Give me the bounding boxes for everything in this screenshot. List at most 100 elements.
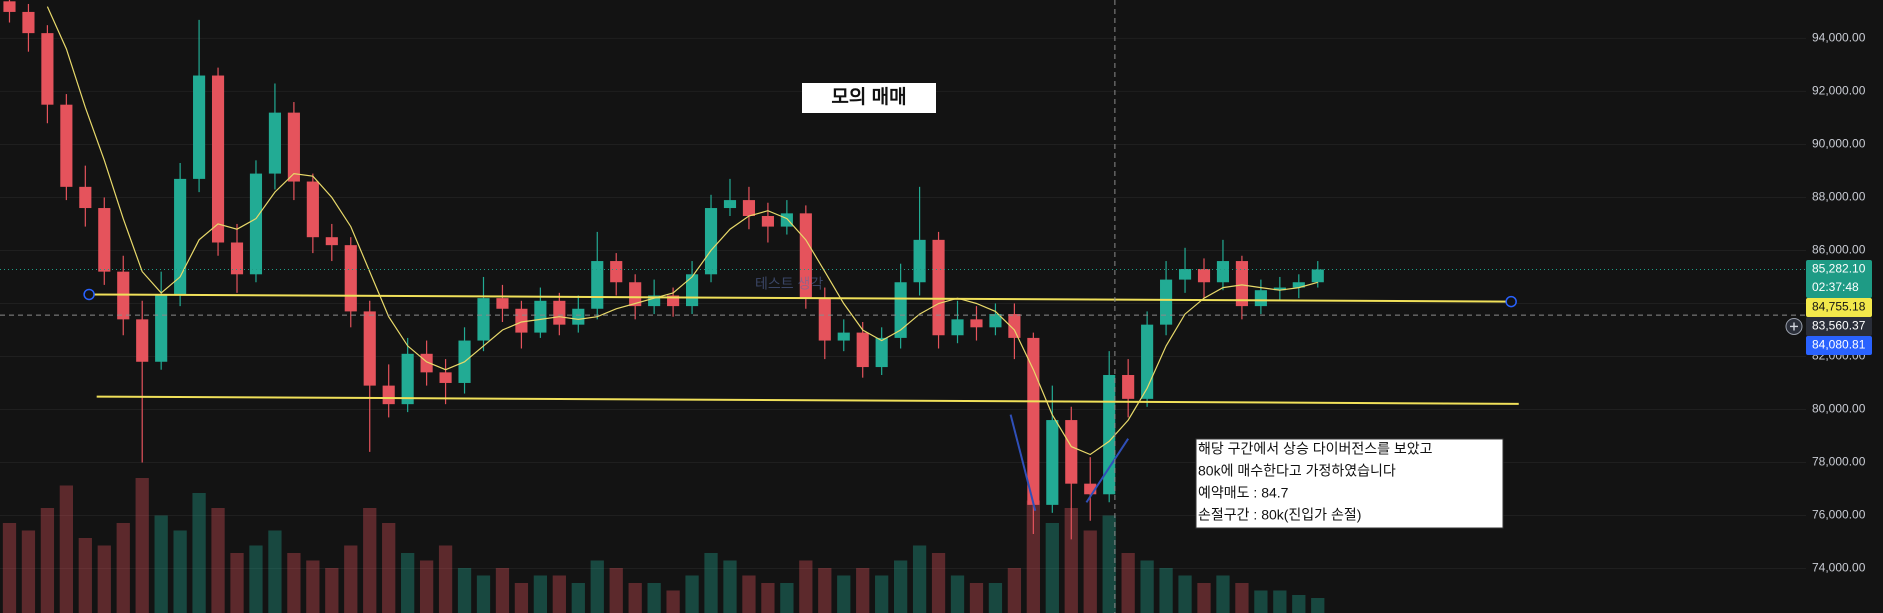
volume-bar xyxy=(135,478,149,613)
volume-bar xyxy=(97,545,111,613)
volume-bar xyxy=(704,553,718,613)
candle-body xyxy=(1311,269,1324,283)
candle-body xyxy=(155,295,168,362)
volume-bar xyxy=(628,583,642,613)
candle-body xyxy=(1046,420,1059,505)
line-handle[interactable] xyxy=(83,288,95,301)
candle-body xyxy=(1254,290,1267,307)
volume-bar xyxy=(78,538,92,613)
price-tag xyxy=(1806,259,1872,298)
candle-body xyxy=(875,337,888,368)
candle-body xyxy=(1065,420,1078,484)
annotation-box xyxy=(1195,438,1504,529)
trend-line xyxy=(96,395,1519,405)
candle-body xyxy=(325,237,338,246)
volume-bar xyxy=(363,508,377,613)
title-box xyxy=(802,83,936,113)
candle-body xyxy=(439,372,452,383)
volume-bar xyxy=(173,530,187,613)
candle-body xyxy=(799,213,812,299)
price-tag xyxy=(1806,316,1872,336)
volume-bar xyxy=(457,568,472,613)
candle-body xyxy=(344,245,357,312)
moving-average xyxy=(46,6,1318,456)
volume-bar xyxy=(761,583,775,613)
candle-body xyxy=(894,282,907,338)
volume-bar xyxy=(837,575,851,613)
candle-body xyxy=(610,261,623,283)
volume-bar xyxy=(818,568,832,613)
candle-body xyxy=(818,298,831,341)
candle-body xyxy=(989,314,1002,328)
candle-body xyxy=(249,173,263,275)
candle-body xyxy=(685,274,699,307)
candle-body xyxy=(60,104,73,187)
volume-bar xyxy=(306,560,320,613)
volume-bar xyxy=(154,515,168,613)
volume-bar xyxy=(1064,508,1078,613)
candle-body xyxy=(1160,279,1173,325)
candle-body xyxy=(1292,282,1305,288)
candle-body xyxy=(591,261,604,309)
candle-body xyxy=(856,332,869,368)
candle-body xyxy=(780,213,793,227)
volume-bar xyxy=(1235,583,1249,613)
candle-body xyxy=(287,112,300,182)
trend-line xyxy=(1085,438,1129,503)
price-tag xyxy=(1806,297,1872,317)
candle-body xyxy=(420,353,433,373)
volume-bar xyxy=(742,575,756,613)
volume-bar xyxy=(1292,595,1306,613)
y-tick-label: 78,000.00 xyxy=(1812,455,1866,469)
candle-body xyxy=(401,353,414,405)
volume-bar xyxy=(609,568,623,613)
candle-body xyxy=(837,332,850,341)
volume-bar xyxy=(988,583,1003,613)
candle-body xyxy=(382,385,395,405)
volume-bar xyxy=(799,560,813,613)
volume-bar xyxy=(647,583,661,613)
y-tick-label: 92,000.00 xyxy=(1812,84,1866,98)
volume-bar xyxy=(1216,575,1230,613)
price-axis: 74,000.0076,000.0078,000.0080,000.0082,0… xyxy=(1785,31,1872,575)
volume-bar xyxy=(912,545,927,613)
annotation-line: 손절구간 : 80k(진입가 손절) xyxy=(1198,507,1361,523)
y-tick-label: 86,000.00 xyxy=(1812,243,1866,257)
candle-body xyxy=(1103,375,1116,495)
volume-bar xyxy=(514,583,529,613)
candle-body xyxy=(268,112,281,174)
volume-bar xyxy=(685,575,699,613)
volume-bar xyxy=(1159,568,1173,613)
price-tag-label: 84,080.81 xyxy=(1812,338,1866,352)
line-handle[interactable] xyxy=(1505,295,1517,308)
candle-body xyxy=(742,200,756,216)
candle-body xyxy=(1235,261,1248,307)
volume-bar xyxy=(401,553,415,613)
candle-body xyxy=(1122,375,1135,399)
candle-body xyxy=(211,75,225,243)
candle-body xyxy=(41,33,54,105)
volume-bar xyxy=(1197,583,1211,613)
candle-body xyxy=(79,186,92,209)
volume-bar xyxy=(950,575,965,613)
volume-bar xyxy=(1254,590,1268,613)
candle-body xyxy=(572,308,585,325)
y-tick-label: 94,000.00 xyxy=(1812,31,1866,45)
volume-bar xyxy=(287,553,301,613)
volume-bar xyxy=(382,523,396,613)
candle-layer xyxy=(3,0,1324,540)
annotation-line: 해당 구간에서 상승 다이버전스를 보았고 xyxy=(1198,441,1433,457)
volume-bar xyxy=(59,485,73,613)
candle-body xyxy=(193,75,206,179)
candle-body xyxy=(306,181,319,238)
volume-bar xyxy=(552,575,566,613)
volume-bar xyxy=(1121,553,1135,613)
volume-bar xyxy=(2,523,17,613)
candle-body xyxy=(1197,268,1211,283)
annotation-line: 예약매도 : 84.7 xyxy=(1198,485,1289,501)
candle-body xyxy=(363,311,376,386)
volume-bar xyxy=(1311,598,1325,613)
volume-bar xyxy=(875,575,889,613)
